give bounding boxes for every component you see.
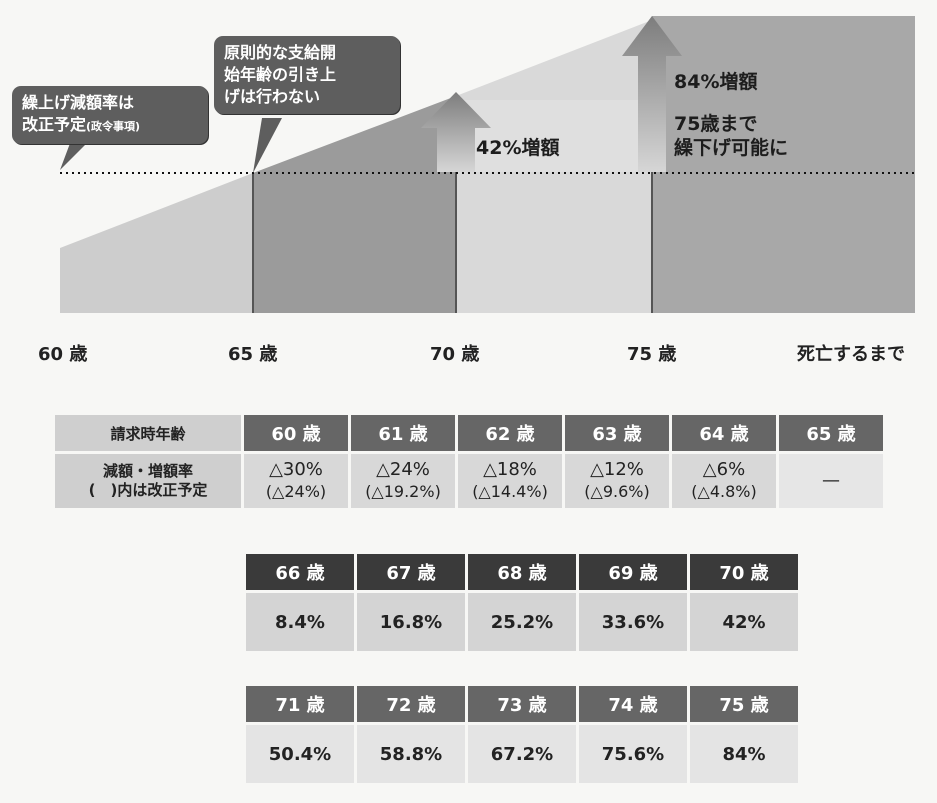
- age-header: 67 歳: [357, 554, 465, 590]
- rate-current: △30%: [269, 459, 323, 480]
- row-label-age: 請求時年齢: [55, 415, 241, 451]
- rate-cell: △12% (△9.6%): [565, 454, 669, 508]
- age-header: 75 歳: [690, 686, 798, 722]
- rate-cell: △6% (△4.8%): [672, 454, 776, 508]
- note-increase-70: 42%増額: [476, 137, 560, 159]
- rate-planned: (△9.6%): [584, 482, 650, 501]
- callout-no-raise-line1: 原則的な支給開: [224, 43, 337, 62]
- age-header: 71 歳: [246, 686, 354, 722]
- callout-pointer-no-raise: [253, 118, 282, 173]
- rate-planned: (△14.4%): [472, 482, 548, 501]
- age-header: 64 歳: [672, 415, 776, 451]
- callout-pointer-early: [60, 138, 90, 170]
- increase-rate-table-71-75: 71 歳 72 歳 73 歳 74 歳 75 歳 50.4% 58.8% 67.…: [243, 683, 801, 786]
- increase-rate-table-66-70: 66 歳 67 歳 68 歳 69 歳 70 歳 8.4% 16.8% 25.2…: [243, 551, 801, 654]
- age-header: 65 歳: [779, 415, 883, 451]
- rate-cell: —: [779, 454, 883, 508]
- rate-cell: △30% (△24%): [244, 454, 348, 508]
- benefit-area-60-65: [60, 173, 253, 313]
- rate-current: △18%: [483, 459, 537, 480]
- rate-cell: 67.2%: [468, 725, 576, 783]
- up-arrow-icon: [421, 92, 491, 172]
- age-header: 69 歳: [579, 554, 687, 590]
- table-row: 66 歳 67 歳 68 歳 69 歳 70 歳: [246, 554, 798, 590]
- callout-early-line2: 改正予定: [22, 115, 87, 134]
- table-row: 請求時年齢 60 歳 61 歳 62 歳 63 歳 64 歳 65 歳: [55, 415, 883, 451]
- rate-cell: 84%: [690, 725, 798, 783]
- note-deferral-line1: 75歳まで: [674, 113, 758, 135]
- note-deferral-line2: 繰下げ可能に: [674, 137, 789, 159]
- age-header: 68 歳: [468, 554, 576, 590]
- row-label-rate-line2: ( )内は改正予定: [88, 481, 208, 499]
- age-label-death: 死亡するまで: [797, 344, 905, 365]
- rate-cell: 42%: [690, 593, 798, 651]
- rate-planned: (△19.2%): [365, 482, 441, 501]
- age-label-70: 70 歳: [430, 344, 480, 365]
- benefit-band-65-70: [253, 96, 456, 313]
- rate-cell: 8.4%: [246, 593, 354, 651]
- pension-age-diagram: [60, 16, 915, 313]
- age-header: 60 歳: [244, 415, 348, 451]
- rate-planned: (△4.8%): [691, 482, 757, 501]
- age-header: 73 歳: [468, 686, 576, 722]
- table-row: 50.4% 58.8% 67.2% 75.6% 84%: [246, 725, 798, 783]
- age-label-65: 65 歳: [228, 344, 278, 365]
- up-arrow-icon: [622, 16, 682, 172]
- age-header: 62 歳: [458, 415, 562, 451]
- benefit-band-75-plus: [652, 16, 915, 313]
- table-row: 8.4% 16.8% 25.2% 33.6% 42%: [246, 593, 798, 651]
- rate-cell: 58.8%: [357, 725, 465, 783]
- age-header: 61 歳: [351, 415, 455, 451]
- rate-cell: △24% (△19.2%): [351, 454, 455, 508]
- rate-current: △6%: [702, 459, 746, 480]
- note-increase-75: 84%増額: [674, 71, 758, 93]
- callout-early-line1: 繰上げ減額率は: [22, 93, 135, 112]
- row-label-rate-line1: 減額・増額率: [102, 462, 193, 480]
- table-row: 減額・増額率 ( )内は改正予定 △30% (△24%) △24% (△19.2…: [55, 454, 883, 508]
- callout-no-raise-line3: げは行わない: [224, 87, 321, 106]
- age-header: 66 歳: [246, 554, 354, 590]
- rate-cell: 33.6%: [579, 593, 687, 651]
- age-header: 70 歳: [690, 554, 798, 590]
- rate-cell: 25.2%: [468, 593, 576, 651]
- callout-early-reduction: 繰上げ減額率は 改正予定(政令事項): [12, 86, 208, 144]
- rate-current: —: [822, 470, 840, 491]
- rate-cell: △18% (△14.4%): [458, 454, 562, 508]
- age-header: 72 歳: [357, 686, 465, 722]
- row-label-rate: 減額・増額率 ( )内は改正予定: [55, 454, 241, 508]
- age-header: 74 歳: [579, 686, 687, 722]
- rate-current: △24%: [376, 459, 430, 480]
- rate-current: △12%: [590, 459, 644, 480]
- age-label-60: 60 歳: [38, 344, 88, 365]
- rate-planned: (△24%): [265, 482, 327, 501]
- table-row: 71 歳 72 歳 73 歳 74 歳 75 歳: [246, 686, 798, 722]
- rate-cell: 75.6%: [579, 725, 687, 783]
- age-label-75: 75 歳: [627, 344, 677, 365]
- callout-no-age-raise: 原則的な支給開 始年齢の引き上 げは行わない: [214, 36, 400, 114]
- age-header: 63 歳: [565, 415, 669, 451]
- reduction-rate-table: 請求時年齢 60 歳 61 歳 62 歳 63 歳 64 歳 65 歳 減額・増…: [52, 412, 886, 511]
- callout-early-note: (政令事項): [86, 120, 141, 133]
- callout-no-raise-line2: 始年齢の引き上: [224, 65, 337, 84]
- rate-cell: 16.8%: [357, 593, 465, 651]
- rate-cell: 50.4%: [246, 725, 354, 783]
